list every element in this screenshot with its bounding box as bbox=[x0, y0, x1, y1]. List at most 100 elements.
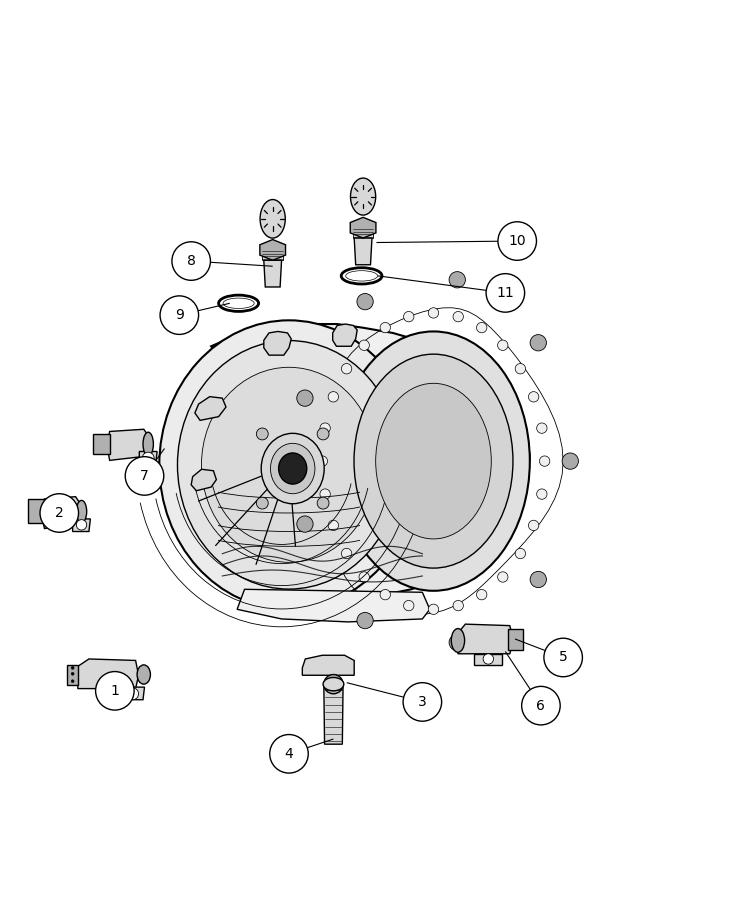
Circle shape bbox=[71, 680, 74, 683]
Ellipse shape bbox=[337, 331, 530, 590]
Circle shape bbox=[498, 340, 508, 350]
Circle shape bbox=[453, 600, 463, 611]
Text: 2: 2 bbox=[55, 506, 64, 520]
Circle shape bbox=[530, 335, 546, 351]
Circle shape bbox=[96, 671, 134, 710]
Circle shape bbox=[522, 687, 560, 725]
Ellipse shape bbox=[143, 432, 153, 456]
Circle shape bbox=[528, 520, 539, 531]
Circle shape bbox=[428, 308, 439, 318]
Text: 1: 1 bbox=[110, 684, 119, 698]
Polygon shape bbox=[93, 434, 110, 454]
Circle shape bbox=[357, 612, 373, 629]
Ellipse shape bbox=[324, 674, 343, 694]
Circle shape bbox=[297, 516, 313, 532]
Circle shape bbox=[476, 322, 487, 333]
Text: 7: 7 bbox=[140, 469, 149, 483]
Polygon shape bbox=[67, 665, 78, 685]
Ellipse shape bbox=[202, 367, 376, 562]
Circle shape bbox=[256, 497, 268, 509]
Circle shape bbox=[320, 423, 330, 433]
Circle shape bbox=[172, 242, 210, 280]
Polygon shape bbox=[193, 324, 530, 598]
Circle shape bbox=[359, 572, 369, 582]
Circle shape bbox=[125, 456, 164, 495]
Ellipse shape bbox=[323, 678, 344, 691]
Circle shape bbox=[536, 423, 547, 433]
Text: 5: 5 bbox=[559, 651, 568, 664]
Polygon shape bbox=[324, 684, 343, 744]
Ellipse shape bbox=[260, 200, 285, 239]
Circle shape bbox=[328, 392, 339, 402]
Ellipse shape bbox=[451, 628, 465, 652]
Circle shape bbox=[76, 519, 87, 530]
Text: 8: 8 bbox=[187, 254, 196, 268]
Polygon shape bbox=[237, 590, 430, 622]
Polygon shape bbox=[474, 653, 502, 665]
Ellipse shape bbox=[350, 178, 376, 215]
Polygon shape bbox=[73, 519, 90, 532]
Polygon shape bbox=[302, 655, 354, 675]
Circle shape bbox=[297, 390, 313, 406]
Circle shape bbox=[342, 548, 352, 559]
Polygon shape bbox=[191, 469, 216, 491]
Polygon shape bbox=[41, 497, 83, 528]
Circle shape bbox=[515, 548, 525, 559]
Circle shape bbox=[403, 683, 442, 721]
Circle shape bbox=[317, 497, 329, 509]
Text: 4: 4 bbox=[285, 747, 293, 760]
Circle shape bbox=[536, 489, 547, 500]
Text: 3: 3 bbox=[418, 695, 427, 709]
Circle shape bbox=[317, 428, 329, 440]
Polygon shape bbox=[333, 324, 357, 346]
Circle shape bbox=[342, 364, 352, 374]
Ellipse shape bbox=[178, 340, 400, 590]
Circle shape bbox=[359, 340, 369, 350]
Ellipse shape bbox=[159, 320, 419, 609]
Polygon shape bbox=[78, 659, 139, 688]
Circle shape bbox=[160, 296, 199, 335]
Ellipse shape bbox=[261, 433, 325, 504]
Circle shape bbox=[530, 572, 546, 588]
Circle shape bbox=[539, 456, 550, 466]
Circle shape bbox=[404, 311, 414, 322]
Circle shape bbox=[486, 274, 525, 312]
Text: 6: 6 bbox=[536, 698, 545, 713]
Circle shape bbox=[357, 293, 373, 310]
Ellipse shape bbox=[270, 444, 315, 494]
Circle shape bbox=[127, 688, 139, 699]
Circle shape bbox=[142, 452, 154, 464]
Circle shape bbox=[483, 653, 494, 664]
Circle shape bbox=[453, 311, 463, 322]
Circle shape bbox=[498, 572, 508, 582]
Circle shape bbox=[380, 590, 391, 599]
Polygon shape bbox=[195, 397, 226, 420]
Polygon shape bbox=[350, 217, 376, 239]
Polygon shape bbox=[354, 238, 372, 265]
Polygon shape bbox=[260, 239, 285, 260]
Polygon shape bbox=[121, 687, 144, 699]
Polygon shape bbox=[353, 228, 373, 238]
Circle shape bbox=[328, 520, 339, 531]
Polygon shape bbox=[139, 452, 157, 464]
Ellipse shape bbox=[279, 453, 307, 484]
Circle shape bbox=[515, 364, 525, 374]
Ellipse shape bbox=[137, 665, 150, 684]
Circle shape bbox=[256, 428, 268, 440]
Text: 10: 10 bbox=[508, 234, 526, 248]
Polygon shape bbox=[508, 628, 523, 650]
Circle shape bbox=[476, 590, 487, 599]
Circle shape bbox=[498, 221, 536, 260]
Circle shape bbox=[428, 604, 439, 615]
Ellipse shape bbox=[76, 500, 87, 523]
Ellipse shape bbox=[376, 383, 491, 539]
Ellipse shape bbox=[354, 354, 513, 568]
Circle shape bbox=[544, 638, 582, 677]
Circle shape bbox=[320, 489, 330, 500]
Circle shape bbox=[449, 272, 465, 288]
Circle shape bbox=[270, 734, 308, 773]
Polygon shape bbox=[107, 429, 151, 461]
Circle shape bbox=[317, 456, 328, 466]
Text: 9: 9 bbox=[175, 308, 184, 322]
Text: 11: 11 bbox=[496, 286, 514, 300]
